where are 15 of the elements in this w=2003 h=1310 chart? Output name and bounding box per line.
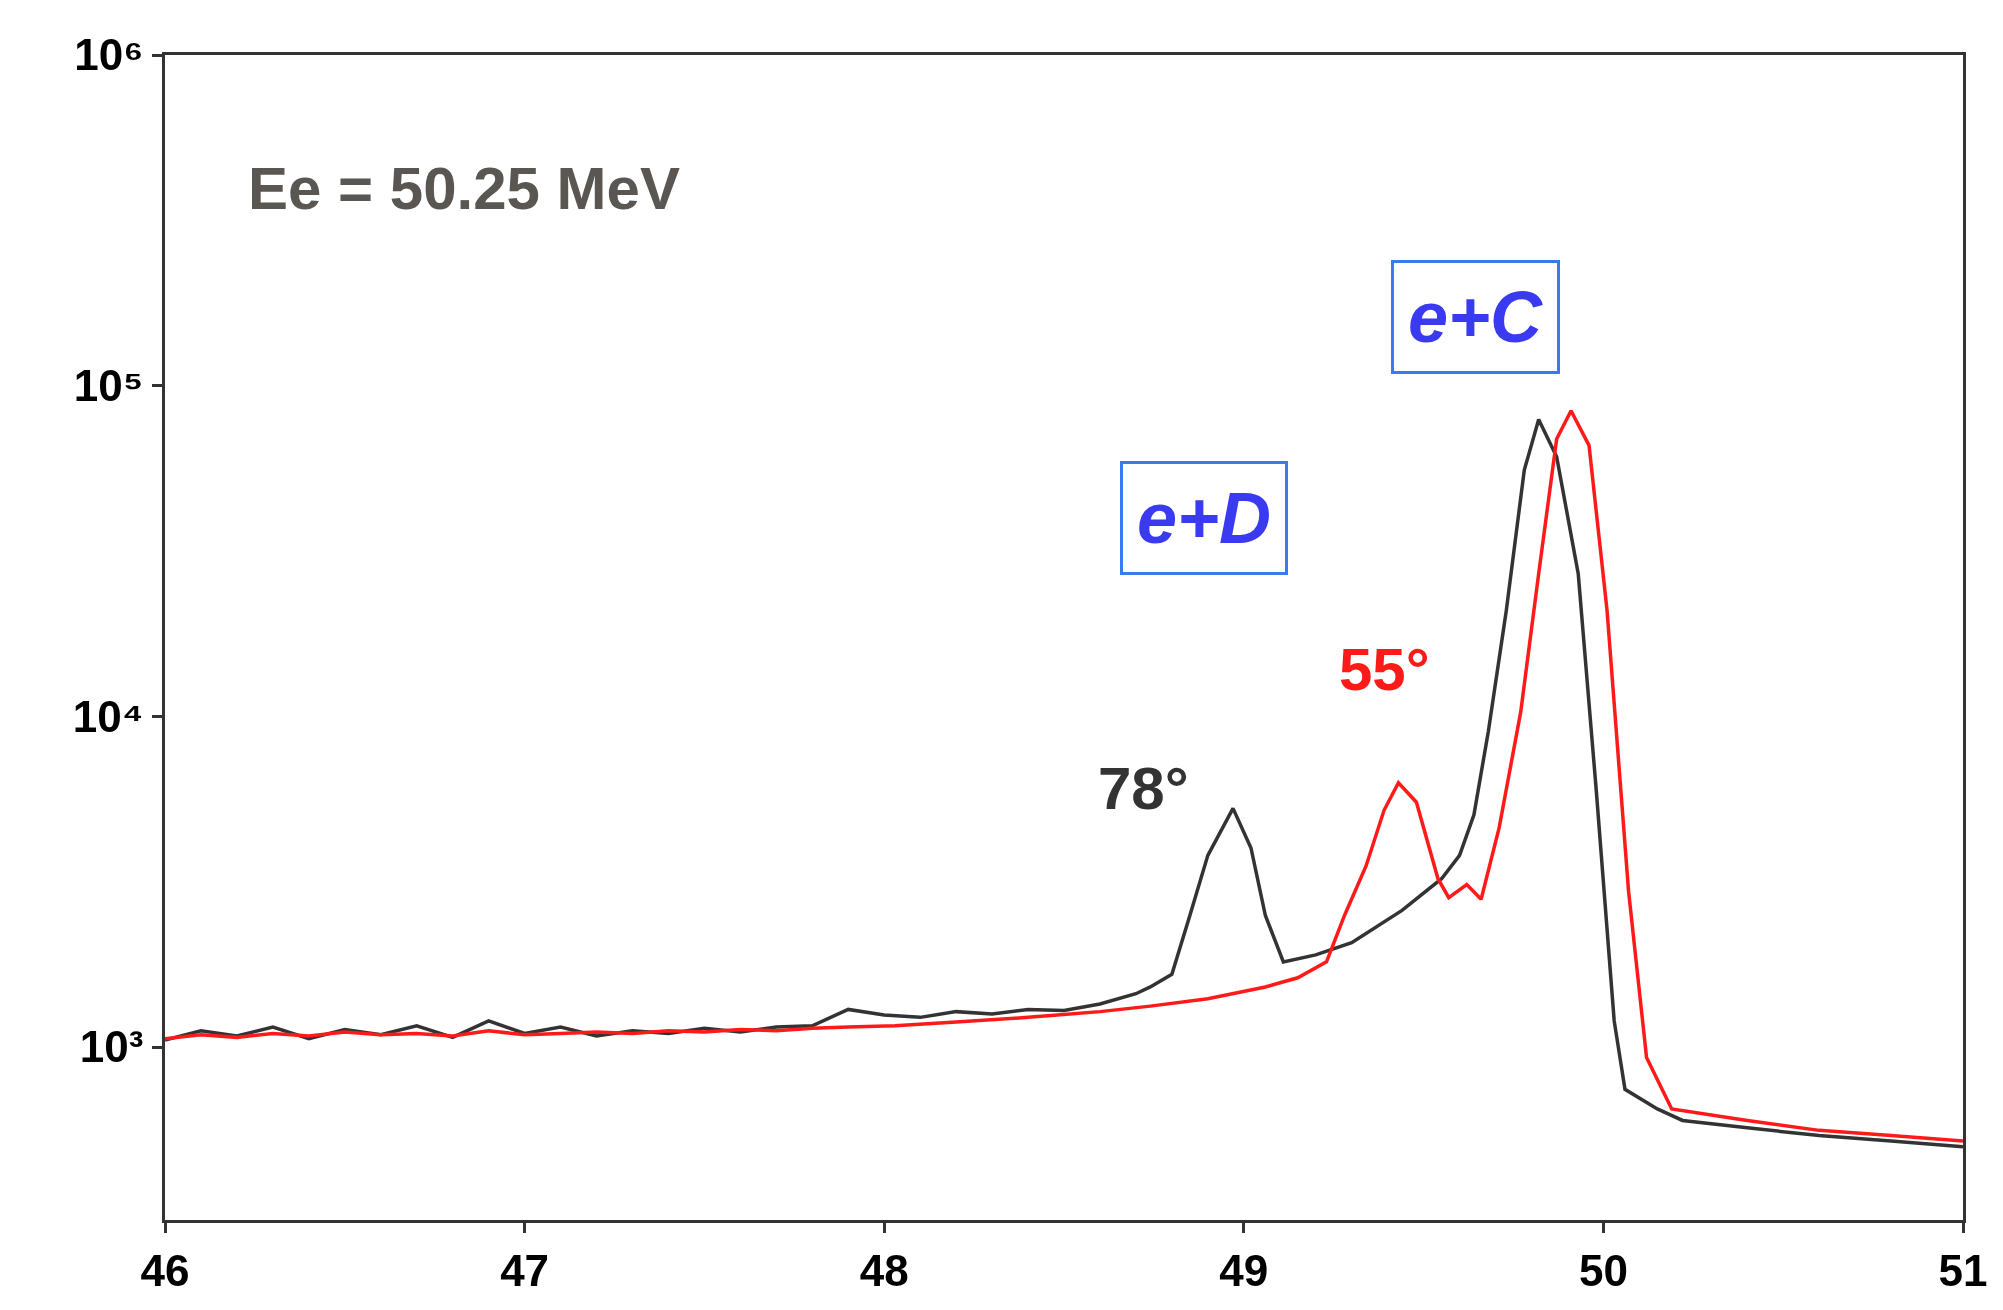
x-tick-label: 47 — [500, 1245, 550, 1295]
y-tick-label: 10³ — [79, 1022, 144, 1072]
x-tick-label: 48 — [859, 1245, 909, 1295]
x-tick-label: 49 — [1219, 1245, 1269, 1295]
y-tick-label: 10⁶ — [74, 30, 144, 80]
annotation: e+C — [1408, 277, 1544, 357]
y-tick-label: 10⁴ — [72, 691, 144, 741]
x-tick-label: 51 — [1938, 1245, 1988, 1295]
series-label: 78° — [1098, 755, 1189, 822]
x-tick-label: 46 — [140, 1245, 190, 1295]
annotation: e+D — [1137, 478, 1272, 558]
series-label: 55° — [1339, 636, 1430, 703]
y-tick-label: 10⁵ — [73, 361, 144, 411]
x-tick-label: 50 — [1578, 1245, 1628, 1295]
annotation: Ee = 50.25 MeV — [248, 155, 680, 222]
